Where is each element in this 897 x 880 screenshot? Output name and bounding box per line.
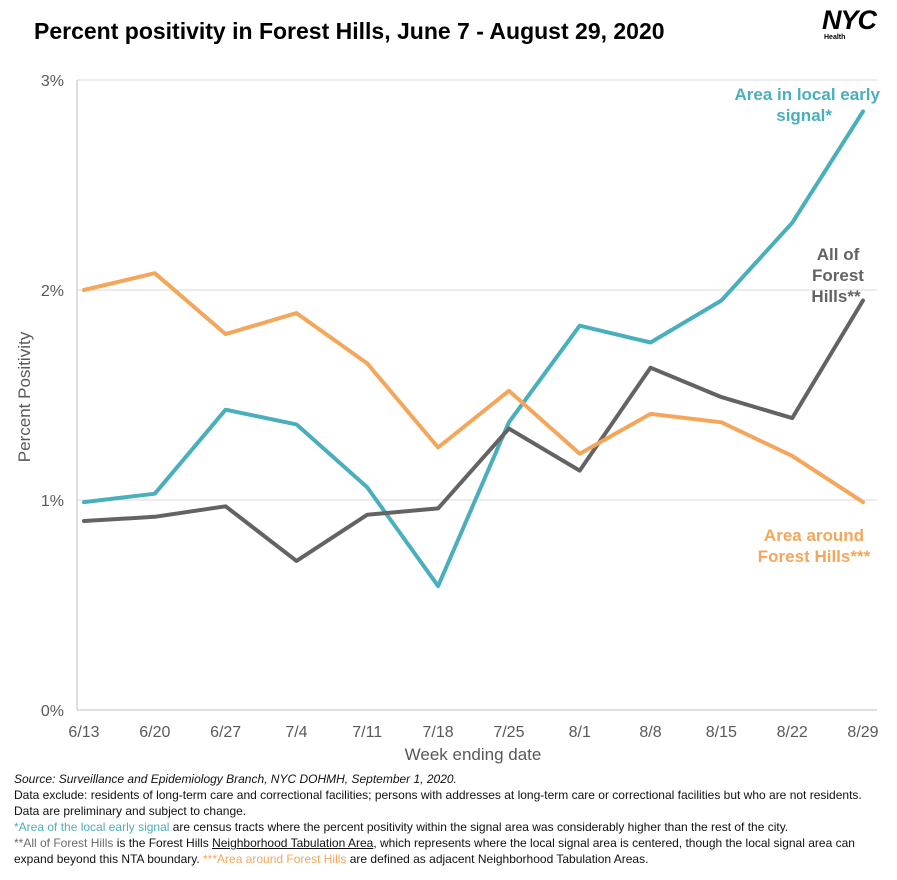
x-axis-label: Week ending date: [405, 745, 542, 764]
chart-title: Percent positivity in Forest Hills, June…: [34, 18, 665, 44]
area-around-term: ***Area around Forest Hills: [203, 852, 347, 866]
y-axis-label: Percent Positivity: [15, 331, 34, 462]
signal-area-text: are census tracts where the percent posi…: [169, 820, 789, 834]
forest-hills-text: , which represents where the local signa…: [14, 836, 855, 866]
y-tick-label: 1%: [41, 493, 64, 510]
area-around-text: are defined as adjacent Neighborhood Tab…: [346, 852, 649, 866]
series-label-gray-1: All of: [817, 245, 860, 264]
series-label-orange-1: Area around: [764, 526, 864, 545]
series-label-gray-3: Hills**: [811, 287, 861, 306]
y-tick-labels: 0% 1% 2% 3%: [41, 73, 64, 720]
forest-hills-mid: is the Forest Hills: [113, 836, 213, 850]
series-lines: [82, 109, 865, 589]
x-tick-label: 8/22: [777, 724, 808, 741]
y-tick-label: 0%: [41, 703, 64, 720]
nyc-health-logo: NYC Health: [822, 6, 892, 46]
signal-area-note: *Area of the local early signal are cens…: [14, 819, 889, 835]
x-tick-label: 8/15: [706, 724, 737, 741]
nta-link[interactable]: Neighborhood Tabulation Area: [212, 836, 374, 850]
forest-hills-term: **All of Forest Hills: [14, 836, 114, 850]
series-line-0: [82, 109, 865, 589]
logo-sub: Health: [824, 34, 846, 41]
series-label-orange-2: Forest Hills***: [758, 547, 871, 566]
y-tick-label: 2%: [41, 283, 64, 300]
x-tick-label: 6/27: [210, 724, 241, 741]
line-chart: 0% 1% 2% 3% 6/13 6/20 6/27 7/4 7/11 7/18 7/25 8/1 8…: [15, 73, 881, 764]
x-tick-label: 7/18: [423, 724, 454, 741]
logo-mark: NYC: [822, 5, 877, 35]
series-label-teal-2: signal*: [776, 106, 832, 125]
x-tick-label: 7/4: [285, 724, 307, 741]
x-tick-label: 6/13: [68, 724, 99, 741]
source-note: Source: Surveillance and Epidemiology Br…: [14, 772, 457, 786]
series-line-1: [82, 298, 865, 563]
series-label-gray-2: Forest: [812, 266, 864, 285]
x-tick-label: 8/1: [569, 724, 591, 741]
forest-hills-note: **All of Forest Hills is the Forest Hill…: [14, 835, 889, 867]
series-label-teal-1: Area in local early: [734, 85, 880, 104]
signal-area-term: *Area of the local early signal: [14, 820, 170, 834]
x-tick-label: 7/25: [493, 724, 524, 741]
x-tick-label: 8/8: [639, 724, 661, 741]
x-tick-labels: 6/13 6/20 6/27 7/4 7/11 7/18 7/25 8/1 8/8 8/15 8/2…: [68, 724, 878, 741]
exclusion-note: Data exclude: residents of long-term car…: [14, 788, 862, 818]
footnotes: Source: Surveillance and Epidemiology Br…: [14, 771, 889, 867]
series-line-2: [82, 271, 865, 505]
x-tick-label: 6/20: [139, 724, 170, 741]
x-tick-label: 8/29: [847, 724, 878, 741]
x-tick-label: 7/11: [352, 724, 382, 741]
y-tick-label: 3%: [41, 73, 64, 90]
